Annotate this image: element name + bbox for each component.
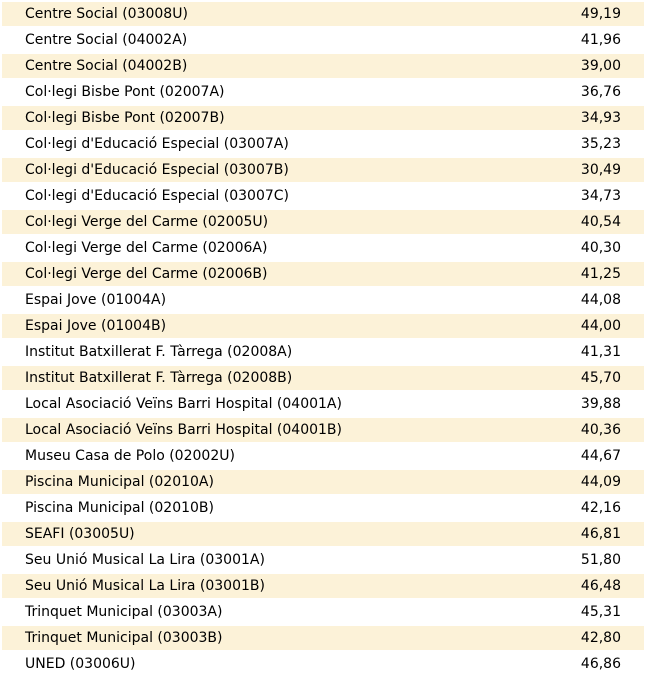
table-row: SEAFI (03005U) 46,81 [2, 522, 644, 546]
station-value-cell: 30,49 [580, 162, 621, 178]
table-row: Espai Jove (01004A) 44,08 [2, 288, 644, 312]
station-value-cell: 44,00 [580, 318, 621, 334]
station-value-cell: 45,70 [580, 370, 621, 386]
table-row: Trinquet Municipal (03003B) 42,80 [2, 626, 644, 650]
station-value-cell: 46,86 [580, 656, 621, 672]
station-value-cell: 42,16 [580, 500, 621, 516]
table-row: Col·legi Bisbe Pont (02007B) 34,93 [2, 106, 644, 130]
table-row: Seu Unió Musical La Lira (03001A) 51,80 [2, 548, 644, 572]
station-name-cell: Local Asociació Veïns Barri Hospital (04… [25, 396, 342, 412]
station-name-cell: Espai Jove (01004B) [25, 318, 167, 334]
station-value-cell: 44,67 [580, 448, 621, 464]
station-name-cell: Col·legi Bisbe Pont (02007A) [25, 84, 225, 100]
table-row: Institut Batxillerat F. Tàrrega (02008B)… [2, 366, 644, 390]
station-value-cell: 39,88 [580, 396, 621, 412]
station-value-cell: 34,93 [580, 110, 621, 126]
station-name-cell: Col·legi Bisbe Pont (02007B) [25, 110, 225, 126]
table-row: Col·legi Verge del Carme (02006B) 41,25 [2, 262, 644, 286]
station-name-cell: Col·legi Verge del Carme (02006B) [25, 266, 268, 282]
station-name-cell: SEAFI (03005U) [25, 526, 135, 542]
station-value-cell: 36,76 [580, 84, 621, 100]
station-name-cell: Espai Jove (01004A) [25, 292, 167, 308]
table-row: Piscina Municipal (02010B) 42,16 [2, 496, 644, 520]
table-row: Local Asociació Veïns Barri Hospital (04… [2, 418, 644, 442]
station-name-cell: Museu Casa de Polo (02002U) [25, 448, 235, 464]
table-row: Museu Casa de Polo (02002U) 44,67 [2, 444, 644, 468]
station-name-cell: Local Asociació Veïns Barri Hospital (04… [25, 422, 342, 438]
table-row: Col·legi Bisbe Pont (02007A) 36,76 [2, 80, 644, 104]
station-value-cell: 49,19 [580, 6, 621, 22]
table-row: UNED (03006U) 46,86 [2, 652, 644, 676]
station-value-cell: 41,25 [580, 266, 621, 282]
station-name-cell: Seu Unió Musical La Lira (03001A) [25, 552, 265, 568]
station-name-cell: Seu Unió Musical La Lira (03001B) [25, 578, 265, 594]
station-name-cell: Piscina Municipal (02010B) [25, 500, 214, 516]
table-row: Col·legi Verge del Carme (02006A) 40,30 [2, 236, 644, 260]
station-name-cell: Col·legi Verge del Carme (02005U) [25, 214, 269, 230]
station-name-cell: Col·legi d'Educació Especial (03007A) [25, 136, 289, 152]
table-row: Institut Batxillerat F. Tàrrega (02008A)… [2, 340, 644, 364]
station-name-cell: Col·legi Verge del Carme (02006A) [25, 240, 268, 256]
station-value-cell: 42,80 [580, 630, 621, 646]
table-row: Col·legi d'Educació Especial (03007A) 35,… [2, 132, 644, 156]
table-row: Centre Social (04002B) 39,00 [2, 54, 644, 78]
station-value-cell: 41,96 [580, 32, 621, 48]
station-value-cell: 40,30 [580, 240, 621, 256]
station-value-cell: 51,80 [580, 552, 621, 568]
station-name-cell: Col·legi d'Educació Especial (03007C) [25, 188, 290, 204]
table-row: Espai Jove (01004B) 44,00 [2, 314, 644, 338]
table-row: Piscina Municipal (02010A) 44,09 [2, 470, 644, 494]
station-name-cell: UNED (03006U) [25, 656, 136, 672]
station-value-cell: 46,48 [580, 578, 621, 594]
station-value-cell: 41,31 [580, 344, 621, 360]
station-value-cell: 40,54 [580, 214, 621, 230]
station-value-cell: 46,81 [580, 526, 621, 542]
station-name-cell: Centre Social (03008U) [25, 6, 188, 22]
table-row: Col·legi Verge del Carme (02005U) 40,54 [2, 210, 644, 234]
table-row: Col·legi d'Educació Especial (03007C) 34,… [2, 184, 644, 208]
table-row: Centre Social (04002A) 41,96 [2, 28, 644, 52]
station-name-cell: Trinquet Municipal (03003B) [25, 630, 223, 646]
station-name-cell: Trinquet Municipal (03003A) [25, 604, 223, 620]
table-row: Centre Social (03008U) 49,19 [2, 2, 644, 26]
station-name-cell: Institut Batxillerat F. Tàrrega (02008A) [25, 344, 293, 360]
table-row: Col·legi d'Educació Especial (03007B) 30,… [2, 158, 644, 182]
table-row: Trinquet Municipal (03003A) 45,31 [2, 600, 644, 624]
station-value-cell: 40,36 [580, 422, 621, 438]
station-value-cell: 39,00 [580, 58, 621, 74]
station-name-cell: Centre Social (04002B) [25, 58, 188, 74]
station-value-cell: 45,31 [580, 604, 621, 620]
table-row: Seu Unió Musical La Lira (03001B) 46,48 [2, 574, 644, 598]
station-name-cell: Col·legi d'Educació Especial (03007B) [25, 162, 289, 178]
table-row: Local Asociació Veïns Barri Hospital (04… [2, 392, 644, 416]
station-name-cell: Institut Batxillerat F. Tàrrega (02008B) [25, 370, 293, 386]
station-value-cell: 44,08 [580, 292, 621, 308]
station-name-cell: Piscina Municipal (02010A) [25, 474, 214, 490]
station-name-cell: Centre Social (04002A) [25, 32, 188, 48]
station-value-cell: 44,09 [580, 474, 621, 490]
station-value-cell: 34,73 [580, 188, 621, 204]
station-value-cell: 35,23 [580, 136, 621, 152]
